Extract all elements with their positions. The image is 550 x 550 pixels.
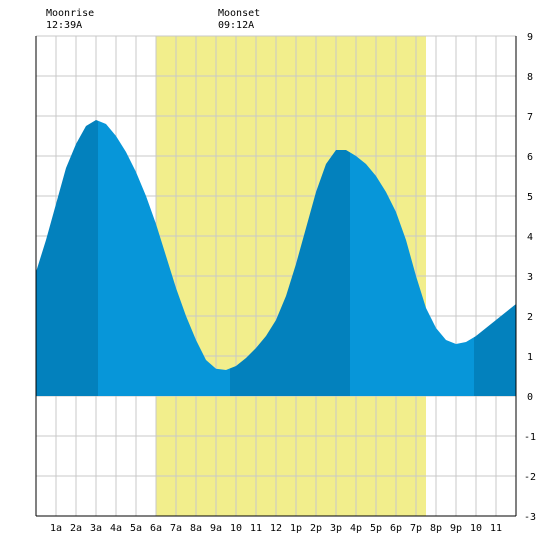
y-tick-label: 7 xyxy=(527,112,533,123)
axis-layer xyxy=(35,36,517,517)
falling-tide-area xyxy=(350,152,474,396)
x-tick-label: 7a xyxy=(170,523,182,534)
rising-tide-area xyxy=(36,120,98,396)
y-tick-labels: 9 8 7 6 5 4 3 2 1 0 -1 -2 -3 xyxy=(524,32,536,523)
x-tick-label: 11 xyxy=(250,523,262,534)
y-tick-label: 3 xyxy=(527,272,533,283)
x-tick-labels: 1a 2a 3a 4a 5a 6a 7a 8a 9a 10 11 12 1p 2p 3p 4p 5p 6p 7p 8p… xyxy=(50,523,502,534)
falling-tide-area xyxy=(98,120,230,397)
x-tick-label: 9a xyxy=(210,523,222,534)
grid-layer xyxy=(35,35,517,517)
x-tick-label: 1p xyxy=(290,523,302,534)
moonset-time: 09:12A xyxy=(218,20,254,31)
y-tick-label: 8 xyxy=(527,72,533,83)
x-tick-label: 9p xyxy=(450,523,462,534)
y-tick-label: 1 xyxy=(527,352,533,363)
y-tick-label: 9 xyxy=(527,32,533,43)
y-tick-label: 5 xyxy=(527,192,533,203)
x-tick-label: 7p xyxy=(410,523,422,534)
y-tick-label: 0 xyxy=(527,392,533,403)
x-tick-label: 10 xyxy=(230,523,242,534)
x-tick-label: 2a xyxy=(70,523,82,534)
x-tick-label: 10 xyxy=(470,523,482,534)
moonrise-time: 12:39A xyxy=(46,20,82,31)
y-tick-label: -1 xyxy=(524,432,536,443)
rising-tide-area xyxy=(474,304,516,396)
x-tick-label: 8p xyxy=(430,523,442,534)
y-tick-label: 2 xyxy=(527,312,533,323)
y-tick-label: 6 xyxy=(527,152,533,163)
x-tick-label: 1a xyxy=(50,523,62,534)
x-tick-label: 6a xyxy=(150,523,162,534)
x-tick-label: 8a xyxy=(190,523,202,534)
rising-tide-area xyxy=(230,150,350,396)
x-tick-label: 6p xyxy=(390,523,402,534)
x-tick-label: 4p xyxy=(350,523,362,534)
x-tick-label: 5a xyxy=(130,523,142,534)
y-tick-label: -3 xyxy=(524,512,536,523)
tide-area-layer xyxy=(36,120,516,397)
x-tick-label: 4a xyxy=(110,523,122,534)
x-tick-label: 2p xyxy=(310,523,322,534)
x-tick-label: 3a xyxy=(90,523,102,534)
x-tick-label: 3p xyxy=(330,523,342,534)
x-tick-label: 12 xyxy=(270,523,282,534)
y-tick-label: 4 xyxy=(527,232,533,243)
moonrise-label: Moonrise xyxy=(46,8,94,19)
x-tick-label: 11 xyxy=(490,523,502,534)
y-tick-label: -2 xyxy=(524,472,536,483)
x-tick-label: 5p xyxy=(370,523,382,534)
moonset-label: Moonset xyxy=(218,8,260,19)
